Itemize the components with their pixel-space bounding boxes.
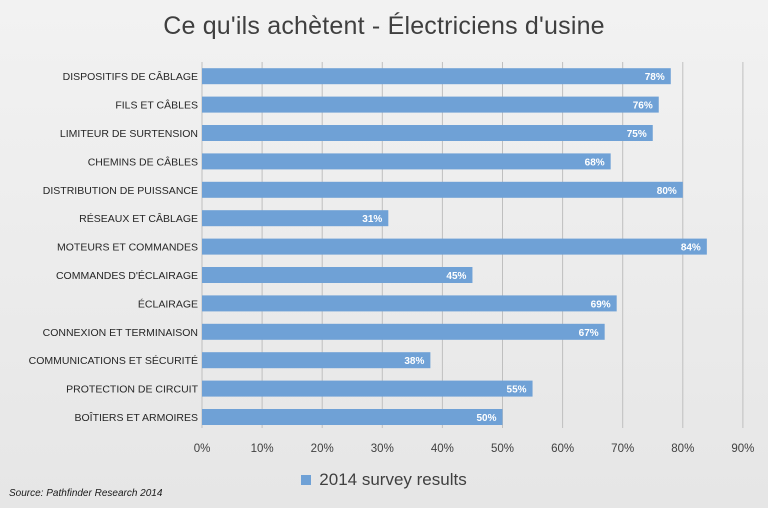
- data-label: 55%: [507, 385, 527, 396]
- legend: 2014 survey results: [0, 470, 768, 490]
- data-label: 50%: [476, 413, 496, 424]
- data-label: 69%: [591, 299, 611, 310]
- bar: [202, 238, 707, 255]
- data-label: 78%: [645, 72, 665, 83]
- data-label: 45%: [446, 271, 466, 282]
- x-tick-label: 70%: [611, 443, 634, 455]
- bar: [202, 323, 605, 340]
- source-note: Source: Pathfinder Research 2014: [9, 488, 163, 499]
- legend-swatch: [301, 474, 312, 485]
- bar: [202, 68, 671, 85]
- x-tick-label: 30%: [371, 443, 394, 455]
- bar: [202, 380, 533, 397]
- x-tick-label: 90%: [731, 443, 754, 455]
- x-tick-label: 60%: [551, 443, 574, 455]
- x-tick-label: 50%: [491, 443, 514, 455]
- category-label: CHEMINS DE CÂBLES: [88, 155, 198, 168]
- x-tick-label: 20%: [311, 443, 334, 455]
- category-label: PROTECTION DE CIRCUIT: [66, 384, 198, 396]
- bar: [202, 181, 683, 198]
- data-label: 84%: [681, 243, 701, 254]
- bar: [202, 210, 389, 227]
- category-label: CONNEXION ET TERMINAISON: [43, 327, 198, 339]
- category-label: DISTRIBUTION DE PUISSANCE: [43, 185, 198, 197]
- data-label: 67%: [579, 328, 599, 339]
- bar: [202, 96, 659, 113]
- category-label: LIMITEUR DE SURTENSION: [60, 128, 198, 140]
- data-label: 68%: [585, 157, 605, 168]
- bar: [202, 352, 431, 369]
- x-tick-label: 40%: [431, 443, 454, 455]
- bar: [202, 153, 611, 170]
- x-tick-label: 10%: [251, 443, 274, 455]
- category-label: COMMANDES D'ÉCLAIRAGE: [56, 269, 198, 282]
- x-tick-label: 80%: [671, 443, 694, 455]
- data-label: 75%: [627, 129, 647, 140]
- chart-title: Ce qu'ils achètent - Électriciens d'usin…: [163, 12, 605, 40]
- category-label: COMMUNICATIONS ET SÉCURITÉ: [29, 354, 198, 367]
- data-label: 76%: [633, 101, 653, 112]
- bar: [202, 409, 503, 425]
- category-label: RÉSEAUX ET CÂBLAGE: [79, 212, 198, 225]
- category-label: DISPOSITIFS DE CÂBLAGE: [63, 70, 198, 83]
- legend-label: 2014 survey results: [319, 470, 467, 489]
- category-label: BOÎTIERS ET ARMOIRES: [75, 411, 199, 424]
- data-label: 31%: [362, 214, 382, 225]
- data-label: 38%: [404, 356, 424, 367]
- bar: [202, 295, 617, 312]
- category-label: MOTEURS ET COMMANDES: [57, 242, 198, 254]
- bar: [202, 267, 473, 283]
- data-label: 80%: [657, 186, 677, 197]
- category-label: ÉCLAIRAGE: [138, 297, 198, 310]
- bar: [202, 125, 653, 141]
- category-label: FILS ET CÂBLES: [115, 99, 198, 112]
- x-tick-label: 0%: [194, 443, 211, 455]
